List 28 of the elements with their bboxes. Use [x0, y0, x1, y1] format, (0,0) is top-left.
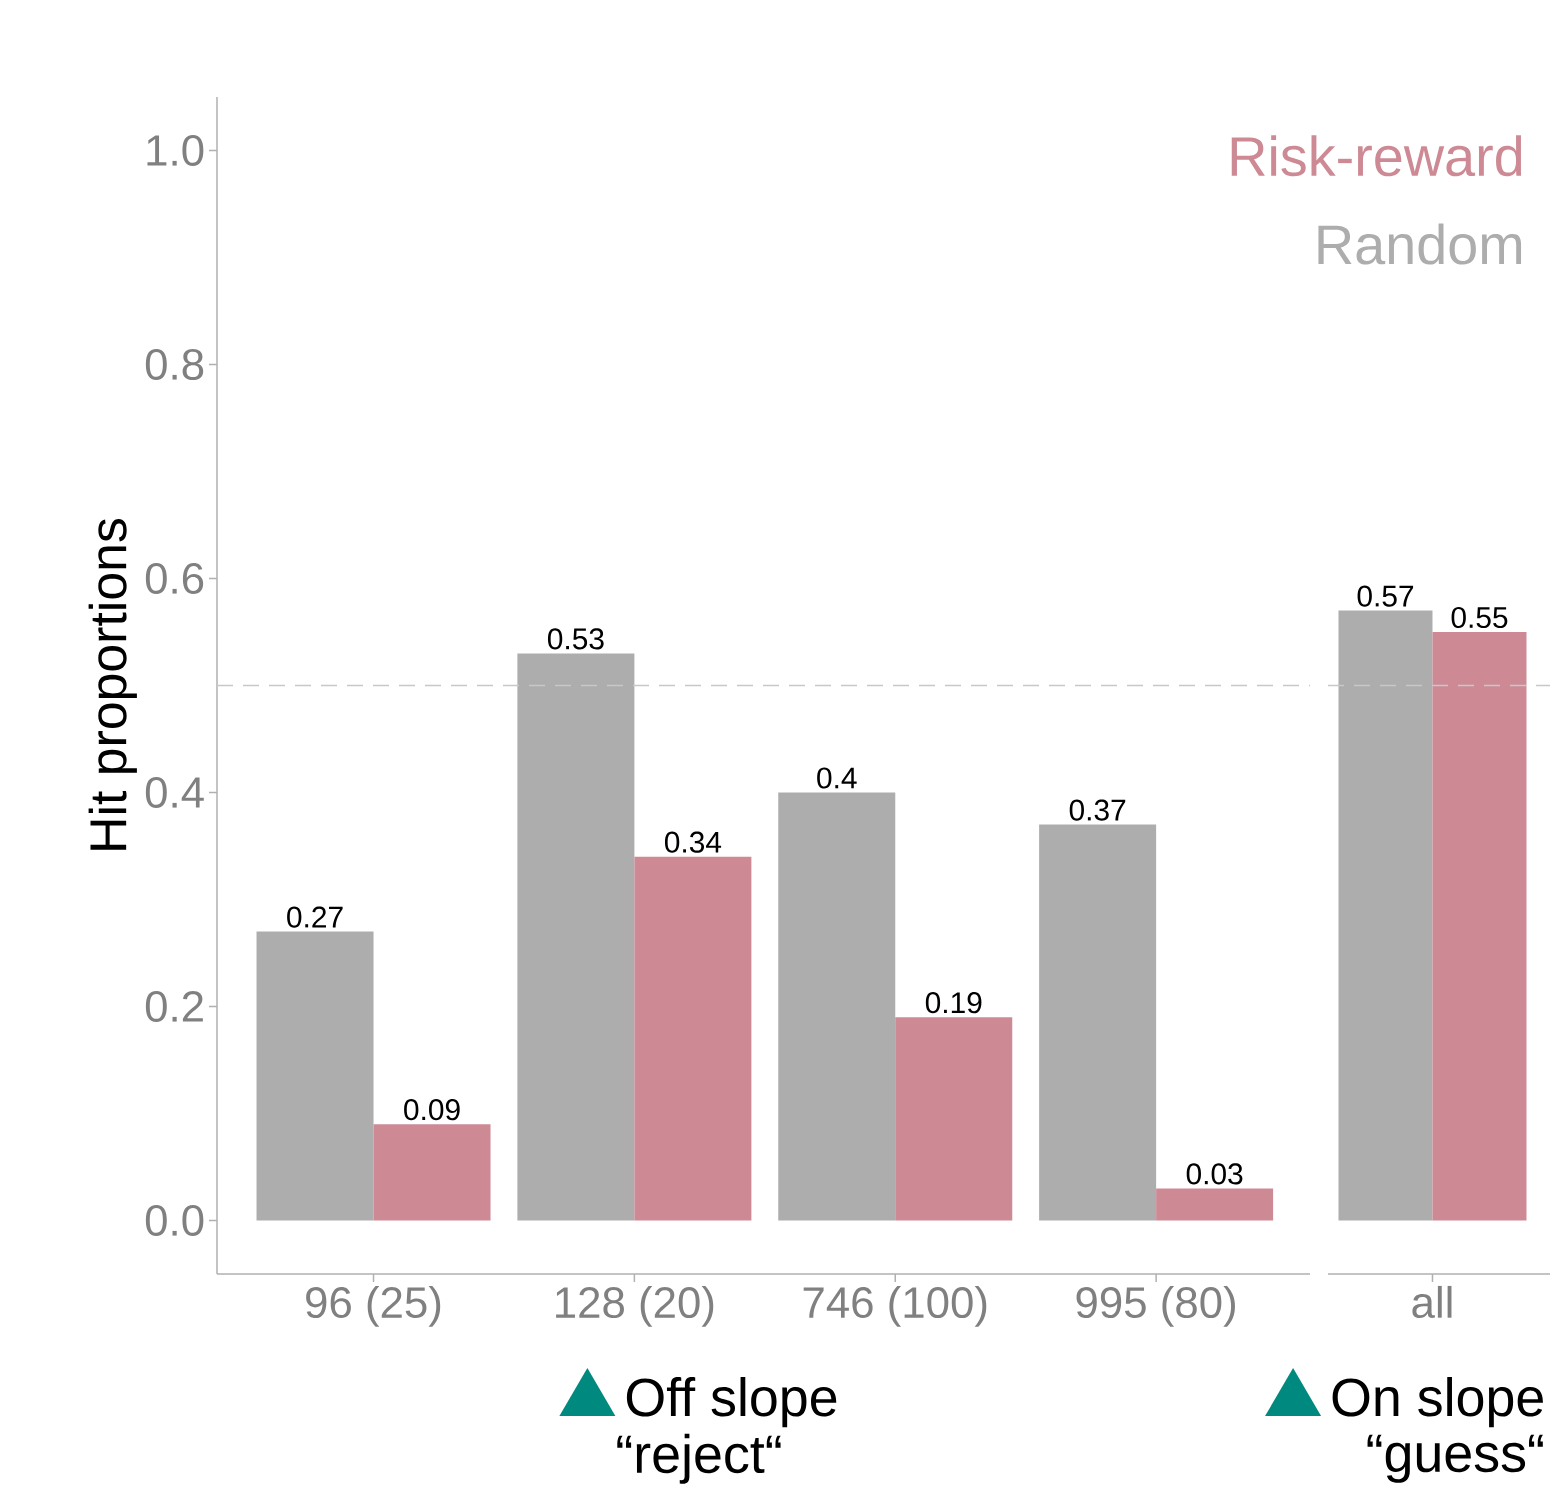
data-label: 0.4 [817, 767, 857, 789]
x-tick-label: all [1412, 1285, 1452, 1319]
text: “guess“ [1367, 1434, 1543, 1483]
data-label: 0.53 [547, 628, 604, 650]
y-axis-title: Hit proportions [88, 519, 137, 850]
x-tick-label: 128 (20) [556, 1285, 714, 1327]
data-label: 0.27 [287, 906, 343, 928]
y-tick-label: 0.8 [145, 348, 204, 381]
data-label: 0.03 [1186, 1163, 1243, 1185]
y-tick-label: 0.0 [145, 1204, 204, 1237]
data-label: 0.19 [925, 992, 982, 1014]
text: On slope [1332, 1377, 1543, 1428]
x-tick-label: 995 (80) [1076, 1285, 1235, 1327]
text: Off slope [626, 1377, 837, 1428]
x-tick-label: 96 (25) [306, 1285, 441, 1327]
y-tick-label: 1.0 [147, 134, 204, 166]
data-label: 0.09 [404, 1099, 460, 1121]
text: Random [1318, 223, 1522, 265]
y-tick-label: 0.4 [145, 776, 204, 809]
data-label: 0.55 [1451, 606, 1508, 629]
text: “reject“ [617, 1433, 781, 1484]
y-tick-label: 0.6 [145, 562, 204, 595]
y-tick-label: 0.2 [145, 990, 203, 1023]
x-tick-label: 746 (100) [803, 1285, 987, 1327]
data-label: 0.37 [1069, 799, 1126, 821]
data-label: 0.34 [664, 831, 722, 853]
data-label: 0.57 [1357, 585, 1414, 607]
text: Risk-reward [1231, 135, 1522, 177]
